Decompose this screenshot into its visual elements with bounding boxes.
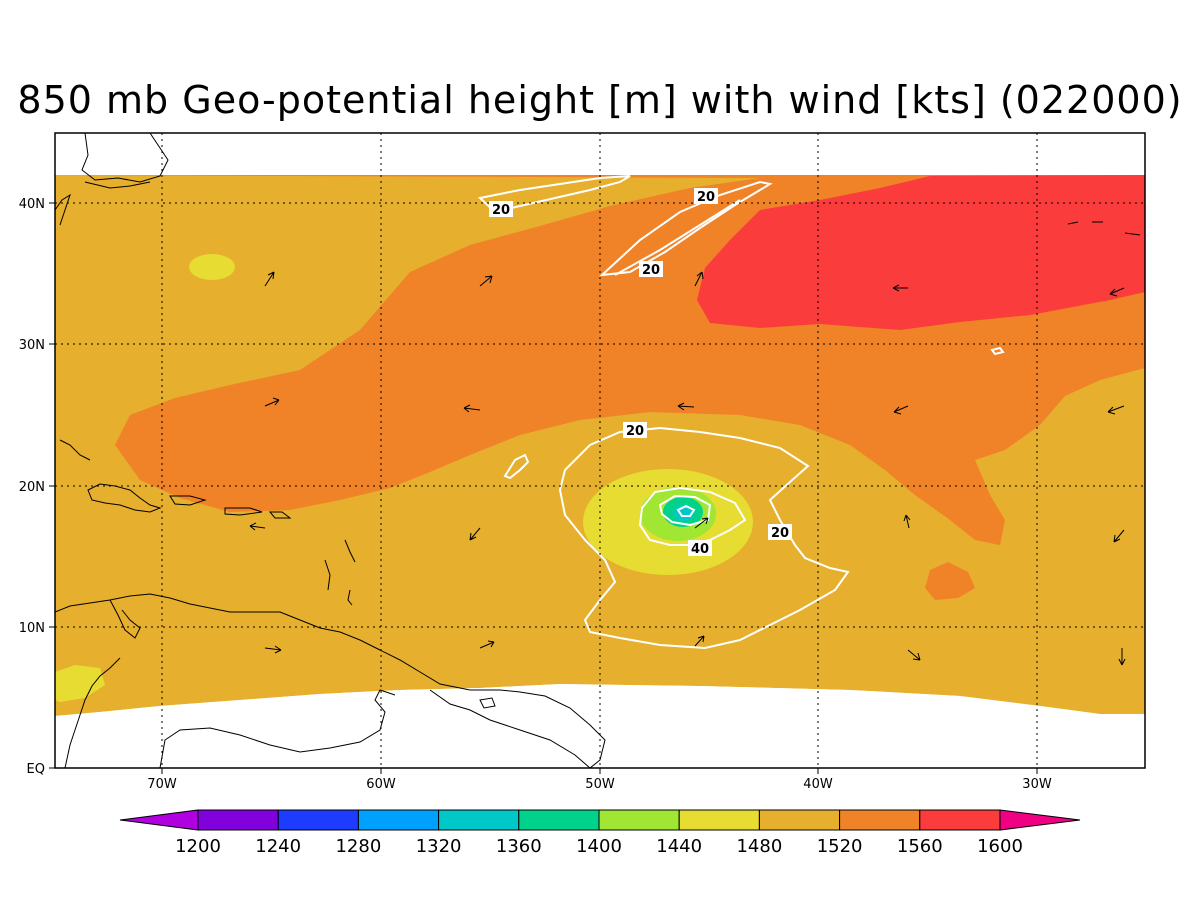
- colorbar-swatch: [277, 809, 359, 831]
- lon-label: 60W: [366, 777, 396, 792]
- lon-axis: 70W 60W 50W 40W 30W: [147, 768, 1052, 792]
- coastlines: [55, 133, 1141, 768]
- colorbar-tick-label: 1400: [576, 836, 622, 857]
- wind-arrows: [249, 271, 1126, 666]
- contour-label: 20: [492, 203, 510, 218]
- height-patch-1480: [55, 665, 105, 702]
- colorbar-tick-label: 1240: [255, 836, 301, 857]
- lat-axis: 40N 30N 20N 10N EQ: [19, 197, 55, 777]
- colorbar-swatch: [438, 809, 520, 831]
- colorbar-swatch: [758, 809, 841, 831]
- graticule: [55, 133, 1145, 768]
- contour-label: 20: [771, 526, 789, 541]
- lon-label: 70W: [147, 777, 177, 792]
- lat-label: 40N: [19, 197, 45, 212]
- colorbar-tick-label: 1280: [335, 836, 381, 857]
- lat-label: 20N: [19, 480, 45, 495]
- contour-label: 40: [691, 542, 709, 557]
- colorbar-swatch: [357, 809, 440, 831]
- colorbar-tick-label: 1480: [736, 836, 782, 857]
- colorbar-tick-label: 1360: [496, 836, 542, 857]
- height-patch-1480: [189, 254, 235, 280]
- colorbar-swatch: [197, 809, 279, 831]
- lat-label: EQ: [27, 762, 45, 777]
- colorbar-tick-label: 1600: [977, 836, 1023, 857]
- contour-label: 20: [697, 190, 715, 205]
- contour-label: 20: [626, 424, 644, 439]
- map-title: 850 mb Geo-potential height [m] with win…: [17, 78, 1183, 122]
- colorbar-tick-label: 1200: [175, 836, 221, 857]
- height-patch-1560: [925, 562, 975, 600]
- lat-label: 30N: [19, 338, 45, 353]
- colorbar-swatch: [518, 809, 600, 831]
- colorbar: 1200 1240 1280 1320 1360 1400 1440 1480 1520 1560…: [119, 809, 1081, 857]
- colorbar-tick-label: 1320: [416, 836, 462, 857]
- colorbar-swatch: [678, 809, 760, 831]
- lon-label: 30W: [1022, 777, 1052, 792]
- colorbar-swatch: [919, 809, 1001, 831]
- colorbar-extend-low: [119, 809, 199, 831]
- contour-labels: 20 20 20 20 20 40: [489, 188, 792, 557]
- colorbar-tick-label: 1440: [656, 836, 702, 857]
- map-plot-area: [55, 133, 1145, 768]
- colorbar-tick-label: 1560: [897, 836, 943, 857]
- contour-label: 20: [642, 263, 660, 278]
- colorbar-swatch: [598, 809, 680, 831]
- lon-label: 40W: [803, 777, 833, 792]
- lon-label: 50W: [585, 777, 615, 792]
- lat-label: 10N: [19, 621, 45, 636]
- height-high-1600: [697, 175, 1145, 330]
- wind-contours: [477, 175, 1005, 650]
- colorbar-extend-high: [999, 809, 1081, 831]
- colorbar-tick-label: 1520: [817, 836, 863, 857]
- colorbar-swatch: [839, 809, 921, 831]
